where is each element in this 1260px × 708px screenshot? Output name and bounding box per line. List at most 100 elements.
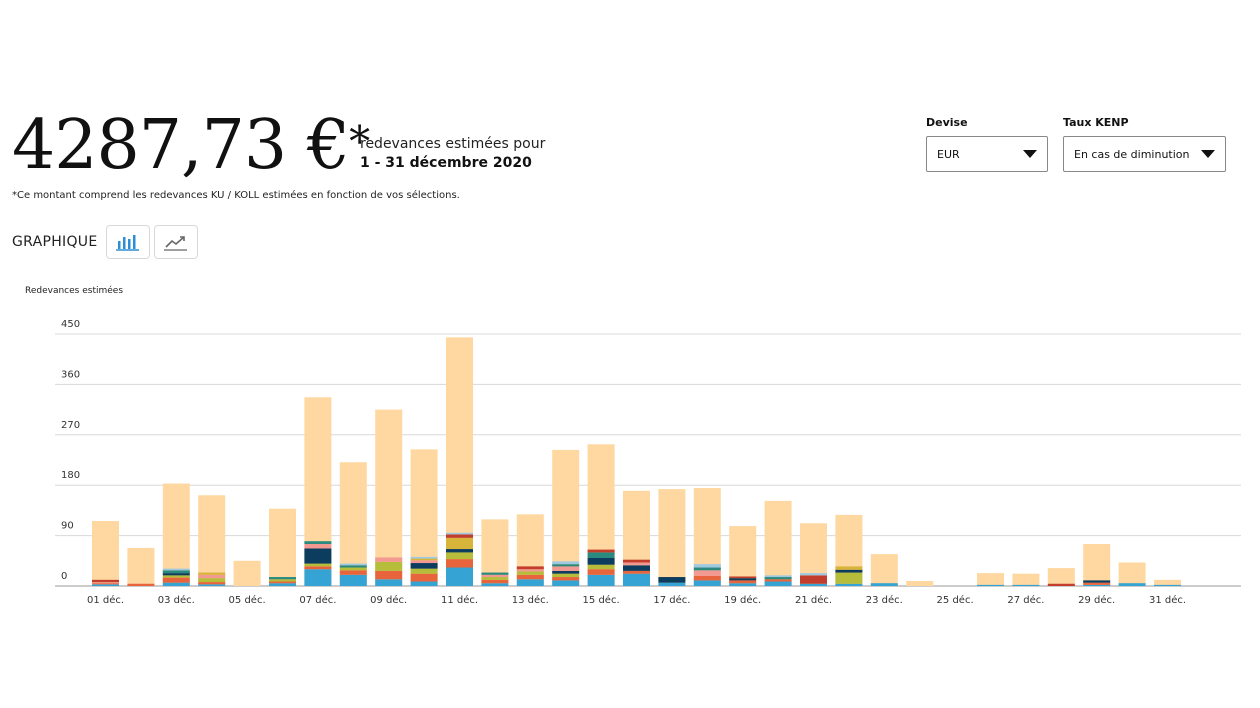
bar-28 déc.[interactable] [1047,568,1075,586]
bar-segment [693,564,721,568]
bar-segment [1118,583,1146,586]
bar-segment [481,572,509,575]
x-tick-label: 21 déc. [795,594,832,606]
y-tick-label: 180 [61,470,80,481]
bar-segment [693,575,721,581]
line-chart-button[interactable] [153,225,198,259]
bar-segment [446,559,473,568]
bar-chart-button[interactable] [105,225,150,259]
bar-15 déc.[interactable] [587,444,615,586]
bar-segment-base [1047,568,1075,586]
x-tick-label: 29 déc. [1078,594,1115,606]
bar-segment-base [127,547,155,586]
bar-segment [481,583,509,586]
y-tick-label: 270 [61,420,80,431]
bar-segment-base [764,500,792,586]
chevron-down-icon [1023,150,1037,158]
bar-17 déc.[interactable] [658,489,686,586]
kenp-value: En cas de diminution [1074,147,1190,161]
bar-segment [446,534,473,538]
bar-21 déc.[interactable] [800,523,827,586]
bar-27 déc.[interactable] [1012,573,1040,586]
bar-08 déc.[interactable] [339,462,367,586]
period-description: redevances estimées pour 1 - 31 décembre… [360,136,545,171]
x-tick-label: 15 déc. [583,594,620,606]
bar-segment [410,568,438,574]
bar-segment [623,562,650,566]
bar-29 déc.[interactable] [1083,544,1111,586]
bar-segment-base [1012,573,1040,586]
y-tick-label: 450 [61,319,80,330]
x-tick-label: 03 déc. [158,594,195,606]
bar-segment [446,552,473,560]
bar-05 déc.[interactable] [233,560,261,586]
y-tick-label: 0 [61,571,67,582]
bar-segment [304,563,332,567]
bar-segment [375,557,403,562]
bar-segment [375,579,403,586]
bar-19 déc.[interactable] [729,526,757,586]
bar-segment [162,573,190,576]
bar-segment [1012,584,1040,586]
bar-02 déc.[interactable] [127,547,155,586]
bar-segment [269,579,296,582]
x-tick-label: 25 déc. [937,594,974,606]
bar-30 déc.[interactable] [1118,562,1146,586]
chevron-down-icon [1201,150,1215,158]
bar-14 déc.[interactable] [552,449,580,586]
bar-24 déc.[interactable] [906,580,934,586]
bar-23 déc.[interactable] [870,554,898,586]
bar-10 déc.[interactable] [410,449,438,586]
bar-segment-base [1083,544,1111,586]
bar-segment [977,584,1004,586]
bar-06 déc.[interactable] [269,508,296,586]
royalty-amount-asterisk: * [349,117,370,166]
bar-segment [446,532,473,535]
bar-16 déc.[interactable] [623,490,650,586]
bar-segment [198,582,226,585]
bar-03 déc.[interactable] [162,483,190,586]
bar-26 déc.[interactable] [977,573,1004,586]
bar-07 déc.[interactable] [304,397,332,586]
bar-09 déc.[interactable] [375,409,403,586]
currency-select[interactable]: EUR [926,136,1048,172]
bar-segment-base [233,560,261,586]
bar-12 déc.[interactable] [481,519,509,586]
kenp-select[interactable]: En cas de diminution [1063,136,1226,172]
bar-segment [587,552,615,558]
bar-13 déc.[interactable] [516,514,544,586]
bar-segment-base [1154,579,1181,586]
bar-segment-base [729,526,757,586]
bar-segment [835,572,863,584]
kenp-label: Taux KENP [1063,116,1129,129]
bar-22 déc.[interactable] [835,514,863,586]
bar-chart-icon [115,235,139,251]
bar-segment [162,575,190,578]
bar-segment [304,569,332,586]
bar-18 déc.[interactable] [693,488,721,586]
royalty-amount-value: 4287,73 € [12,106,350,185]
bar-01 déc.[interactable] [92,521,119,586]
bar-segment [410,563,438,569]
graph-type-selector: GRAPHIQUE [12,224,202,260]
bar-segment [269,577,296,580]
bar-04 déc.[interactable] [198,495,226,586]
bar-31 déc.[interactable] [1154,579,1181,586]
bar-segment [835,569,863,573]
bar-11 déc.[interactable] [446,337,473,586]
bar-segment-base [977,573,1004,586]
kenp-control: Taux KENP En cas de diminution [1063,116,1226,172]
bar-segment [623,559,650,563]
bar-20 déc.[interactable] [764,500,792,586]
period-caption: redevances estimées pour [360,136,546,152]
bar-segment [764,579,792,582]
bar-segment-base [658,489,686,586]
bar-segment [410,581,438,586]
bar-segment [1154,584,1181,586]
bar-segment [516,574,544,580]
bar-segment [1083,580,1111,583]
bar-segment [764,575,792,578]
bar-segment [304,566,332,570]
bar-segment [1047,583,1075,586]
bar-segment [552,564,580,567]
